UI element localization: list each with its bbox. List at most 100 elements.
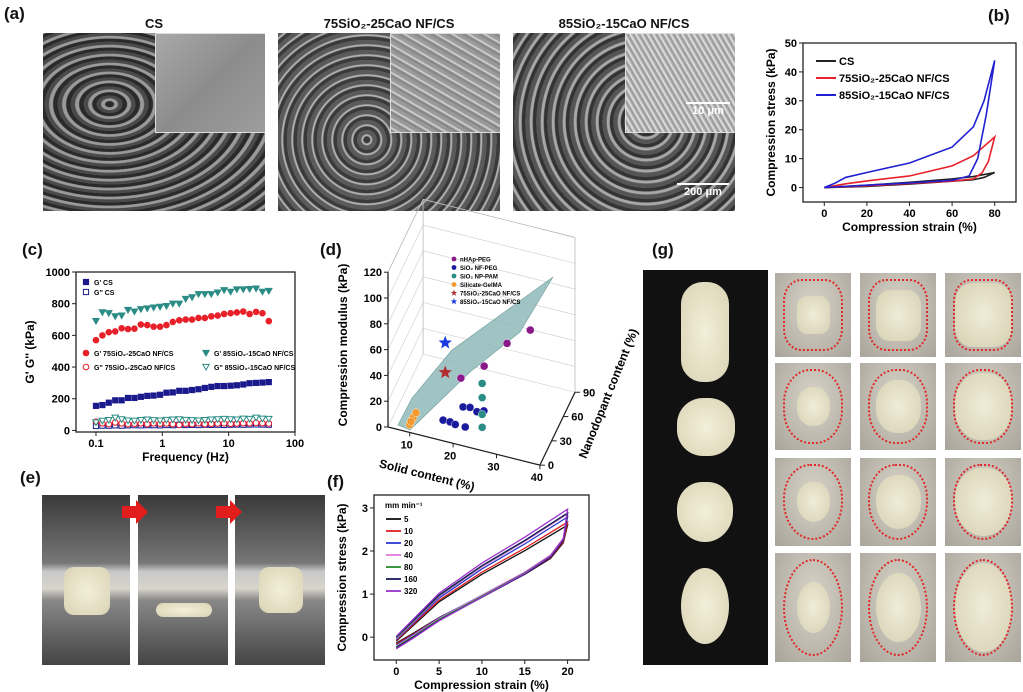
- y-tick-label: 50: [785, 38, 797, 50]
- data-point: [265, 378, 272, 386]
- data-point: [181, 416, 190, 424]
- data-point: [207, 313, 215, 320]
- data-point: [194, 417, 203, 425]
- legend-label: 20: [404, 539, 413, 548]
- arrow-head-icon: [136, 500, 148, 524]
- data-point: [208, 383, 215, 390]
- panel-label-c: (c): [22, 240, 43, 259]
- grid-line: [387, 224, 424, 299]
- grid-line: [387, 199, 424, 273]
- data-point: [438, 415, 448, 425]
- data-point: [233, 382, 240, 389]
- y-tick-label: 0: [791, 183, 797, 195]
- data-point: [207, 416, 216, 424]
- data-point: [124, 325, 132, 333]
- data-point: [117, 416, 126, 424]
- data-point: [226, 288, 235, 296]
- sem-inset-75: [390, 33, 500, 133]
- data-point: [156, 303, 165, 311]
- data-point: [477, 410, 487, 419]
- data-point: [137, 321, 145, 328]
- scale-bar-main-label: 200 μm: [684, 186, 722, 198]
- legend-label: G'' CS: [94, 290, 115, 297]
- shape-recovery-photo: [945, 553, 1021, 662]
- data-point: [143, 305, 152, 313]
- data-point: [130, 308, 139, 316]
- data-point: [479, 361, 489, 371]
- data-point: [143, 321, 151, 329]
- data-point: [181, 295, 190, 303]
- shape-recovery-photo: [945, 458, 1021, 546]
- x-tick-label: 0: [393, 666, 399, 678]
- legend-label: 40: [404, 551, 413, 560]
- shape-outline: [868, 279, 928, 351]
- x-tick-label: 100: [286, 438, 304, 450]
- data-point: [131, 394, 138, 402]
- data-point: [188, 417, 197, 425]
- legend-marker: [201, 363, 211, 372]
- z-tick-label: 60: [370, 345, 382, 357]
- data-point: [118, 397, 125, 404]
- shape-bone: [681, 282, 729, 382]
- panel-label-b: (b): [988, 6, 1010, 25]
- data-point: [259, 379, 266, 386]
- data-point: [194, 291, 203, 299]
- data-point: [144, 392, 151, 399]
- data-point: [477, 393, 487, 402]
- data-point: [169, 389, 176, 396]
- data-point: [156, 323, 164, 330]
- data-point: [136, 417, 145, 425]
- sem-title-85: 85SiO₂-15CaO NF/CS: [558, 16, 690, 31]
- x-tick-label: 5: [436, 666, 442, 678]
- x-tick-label: 15: [519, 666, 531, 678]
- axis-line: [387, 426, 541, 466]
- data-point: [477, 423, 487, 432]
- legend-star-icon: [450, 298, 458, 305]
- panel-label-f: (f): [327, 472, 344, 491]
- legend-label: 160: [404, 575, 418, 584]
- y-tick-label: 800: [52, 299, 70, 311]
- photo-after-compression: [235, 495, 325, 665]
- shape-outline: [783, 559, 843, 656]
- data-point: [112, 397, 119, 404]
- grid-line: [387, 276, 424, 350]
- legend-marker: [451, 265, 457, 270]
- data-point: [137, 393, 144, 400]
- data-point: [477, 379, 487, 388]
- panel-label-e: (e): [20, 468, 41, 487]
- y-axis-label: G' G'' (kPa): [23, 320, 37, 383]
- data-point: [176, 387, 183, 394]
- z-tick-label: 0: [376, 422, 382, 434]
- data-point: [105, 399, 112, 406]
- x-tick-label: 40: [903, 208, 915, 220]
- data-point: [201, 314, 209, 322]
- legend-title: mm min⁻¹: [385, 501, 423, 510]
- x-axis-label: Compression strain (%): [414, 678, 549, 692]
- data-point: [182, 387, 189, 394]
- data-point: [162, 416, 171, 424]
- scale-bar-inset-label: 10 μm: [692, 105, 724, 117]
- shape-oval: [681, 568, 729, 644]
- data-point: [207, 291, 216, 299]
- sem-image-85: 10 μm 200 μm: [513, 33, 735, 211]
- data-point: [149, 304, 158, 312]
- data-point: [117, 312, 126, 320]
- grid-line: [423, 224, 576, 264]
- data-point: [104, 310, 113, 318]
- data-point: [465, 403, 475, 412]
- legend-label: CS: [839, 56, 854, 68]
- data-point: [259, 309, 266, 317]
- legend-marker: [82, 278, 90, 286]
- shape-recovery-photo: [860, 458, 936, 546]
- data-point: [406, 417, 416, 426]
- data-point: [461, 422, 470, 432]
- x-tick-label: 30: [487, 461, 499, 473]
- data-point: [502, 339, 512, 348]
- y-tick-label: 40: [785, 67, 797, 79]
- data-point: [104, 417, 113, 425]
- data-point: [227, 309, 234, 317]
- shape-outline: [953, 369, 1013, 444]
- y-tick-label: 10: [785, 154, 797, 166]
